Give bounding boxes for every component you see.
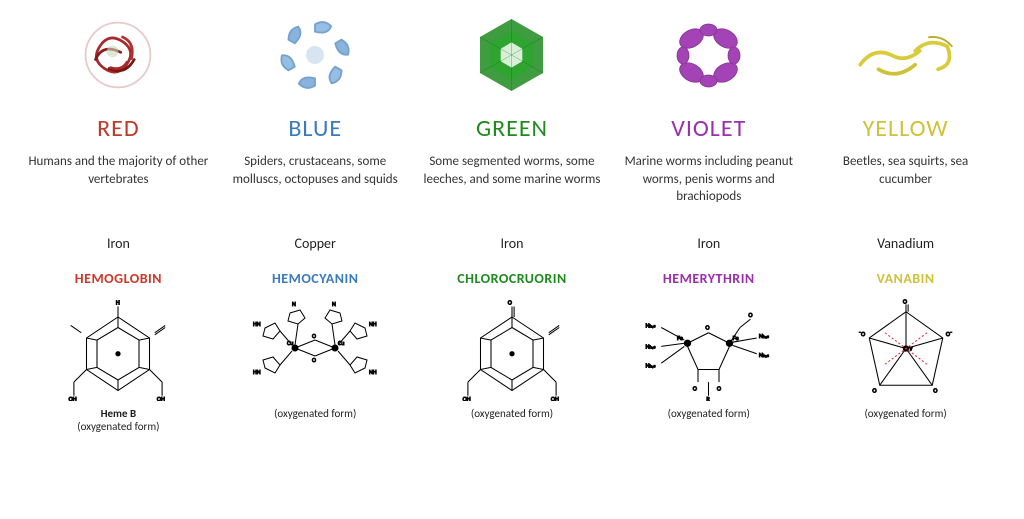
svg-text:O: O [717,384,721,392]
svg-text:O: O [693,384,697,392]
caption-green: (oxygenated form) [471,407,553,420]
col-green: GREEN Some segmented worms, some leeches… [414,10,611,511]
pigment-green: CHLOROCRUORIN [457,270,567,287]
col-red: RED Humans and the majority of other ver… [20,10,217,511]
title-red: RED [97,114,140,143]
chem-violet: Fe Fe O O Nₕᵢₛ Nₕᵢₛ Nₕᵢₛ Nₕᵢₛ Nₕᵢₛ OO R [618,293,799,403]
caption-violet-sub: (oxygenated form) [668,407,750,420]
caption-blue: (oxygenated form) [274,407,356,420]
title-violet: VIOLET [671,114,746,143]
desc-red: Humans and the majority of other vertebr… [28,153,209,223]
chem-red: H OH OH [28,293,209,403]
svg-text:R: R [707,395,711,401]
desc-blue: Spiders, crustaceans, some molluscs, oct… [225,153,406,223]
pigment-yellow: VANABIN [877,270,935,287]
title-green: GREEN [476,114,548,143]
col-violet: VIOLET Marine worms including peanut wor… [610,10,807,511]
caption-yellow: (oxygenated form) [864,407,946,420]
svg-text:O: O [706,323,710,331]
protein-green [422,10,603,100]
svg-text:OH: OH [463,395,471,401]
col-blue: BLUE Spiders, crustaceans, some molluscs… [217,10,414,511]
metal-green: Iron [501,235,524,252]
caption-red-bold: Heme B [77,407,159,420]
protein-red [28,10,209,100]
svg-text:O: O [749,311,753,319]
chem-green: O OH OH [422,293,603,403]
svg-text:O: O [933,386,937,394]
svg-text:O: O [312,356,316,364]
svg-text:N: N [332,300,336,308]
svg-text:NH: NH [369,368,377,376]
title-blue: BLUE [288,114,342,143]
svg-text:⁻O: ⁻O [858,329,864,337]
caption-blue-sub: (oxygenated form) [274,407,356,420]
protein-yellow [815,10,996,100]
svg-text:OH: OH [551,395,559,401]
svg-text:Nₕᵢₛ: Nₕᵢₛ [759,332,769,340]
caption-red: Heme B (oxygenated form) [77,407,159,433]
svg-text:Nₕᵢₛ: Nₕᵢₛ [646,361,656,369]
svg-text:O: O [902,297,906,305]
svg-text:HN: HN [253,368,261,376]
desc-violet: Marine worms including peanut worms, pen… [618,153,799,223]
svg-text:Nₕᵢₛ: Nₕᵢₛ [646,321,656,329]
desc-green: Some segmented worms, some leeches, and … [422,153,603,223]
metal-blue: Copper [294,235,335,252]
metal-violet: Iron [697,235,720,252]
infographic-grid: RED Humans and the majority of other ver… [0,0,1024,519]
caption-violet: (oxygenated form) [668,407,750,420]
svg-text:O⁻: O⁻ [945,329,951,337]
caption-yellow-sub: (oxygenated form) [864,407,946,420]
chem-yellow: V O O⁻ ⁻O O O [815,293,996,403]
svg-text:Nₕᵢₛ: Nₕᵢₛ [759,350,769,358]
svg-text:OH: OH [157,395,165,401]
title-yellow: YELLOW [863,114,949,143]
protein-violet [618,10,799,100]
col-yellow: YELLOW Beetles, sea squirts, sea cucumbe… [807,10,1004,511]
desc-yellow: Beetles, sea squirts, sea cucumber [815,153,996,223]
svg-text:HN: HN [253,320,261,328]
svg-text:N: N [292,300,296,308]
svg-text:OH: OH [69,395,77,401]
svg-text:O: O [312,332,316,340]
svg-text:Nₕᵢₛ: Nₕᵢₛ [646,342,656,350]
caption-red-sub: (oxygenated form) [77,420,159,433]
metal-yellow: Vanadium [877,235,934,252]
svg-text:H: H [116,298,120,306]
pigment-red: HEMOGLOBIN [75,270,162,287]
svg-text:O: O [872,386,876,394]
svg-text:NH: NH [369,320,377,328]
svg-text:Cu: Cu [338,339,344,347]
pigment-blue: HEMOCYANIN [272,270,359,287]
svg-text:O: O [508,298,512,306]
caption-green-sub: (oxygenated form) [471,407,553,420]
metal-red: Iron [107,235,130,252]
pigment-violet: HEMERYTHRIN [663,270,755,287]
protein-blue [225,10,406,100]
chem-blue: Cu Cu OO HN HN N [225,293,406,403]
